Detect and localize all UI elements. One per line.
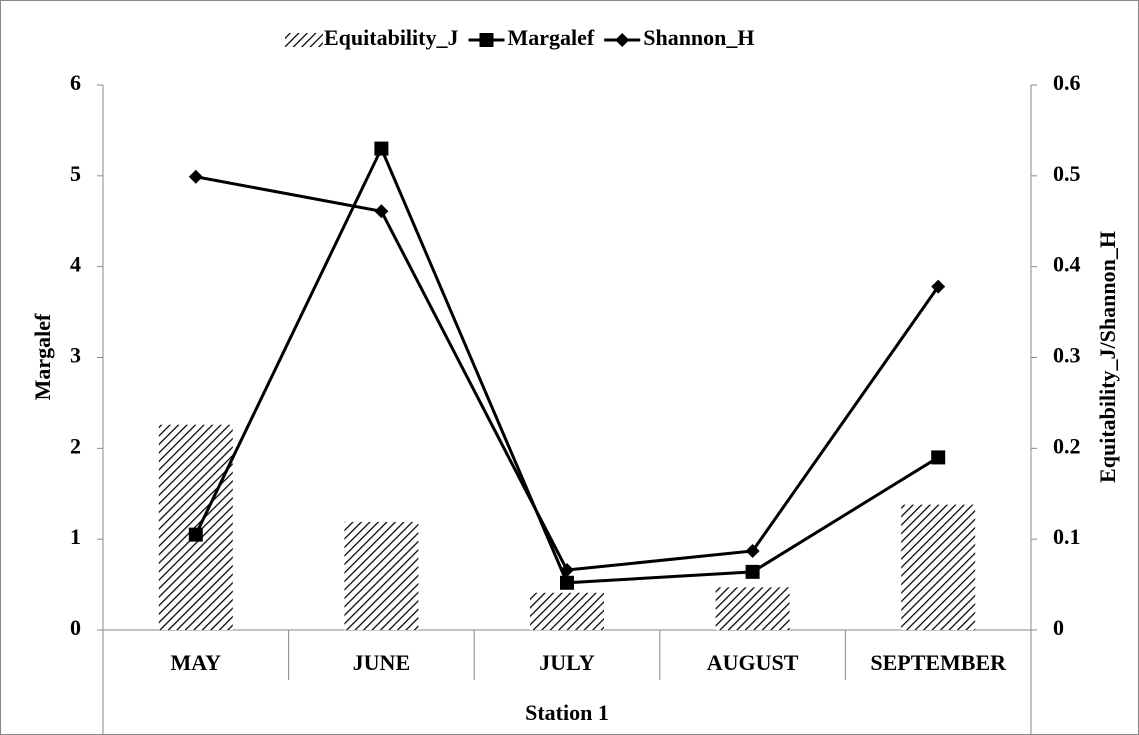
x-tick-label: JULY <box>539 650 595 675</box>
marker <box>374 141 389 156</box>
bar <box>158 424 233 630</box>
y-tick-label: 6 <box>70 70 81 95</box>
y2-tick-label: 0 <box>1053 615 1064 640</box>
y-axis-title: Margalef <box>30 313 55 400</box>
marker <box>931 279 946 294</box>
x-tick-label: JUNE <box>353 650 410 675</box>
marker <box>560 575 574 590</box>
legend-label: Shannon_H <box>643 25 754 50</box>
x-axis-title: Station 1 <box>525 700 609 725</box>
bar <box>530 592 604 630</box>
marker <box>745 564 760 579</box>
y2-tick-label: 0.2 <box>1053 433 1081 458</box>
y-tick-label: 3 <box>70 343 81 368</box>
x-tick-label: MAY <box>171 650 222 675</box>
x-tick-label: SEPTEMBER <box>870 650 1007 675</box>
legend-marker <box>479 33 494 47</box>
legend-marker <box>615 33 630 47</box>
y2-tick-label: 0.4 <box>1053 252 1081 277</box>
y2-tick-label: 0.3 <box>1053 343 1081 368</box>
legend-label: Equitability_J <box>324 25 458 50</box>
y2-tick-label: 0.1 <box>1053 524 1081 549</box>
marker <box>188 527 203 542</box>
x-tick-label: AUGUST <box>707 650 799 675</box>
legend-label: Margalef <box>507 25 594 50</box>
marker <box>374 204 389 219</box>
legend-swatch <box>285 33 323 47</box>
y-tick-label: 4 <box>70 252 81 277</box>
y2-tick-label: 0.5 <box>1053 161 1081 186</box>
marker <box>931 450 946 465</box>
bar <box>901 504 976 630</box>
marker <box>745 543 760 558</box>
marker <box>188 169 203 184</box>
y-tick-label: 0 <box>70 615 81 640</box>
y2-axis-title: Equitability_J/Shannon_H <box>1095 231 1120 483</box>
y-tick-label: 5 <box>70 161 81 186</box>
y-tick-label: 1 <box>70 524 81 549</box>
y-tick-label: 2 <box>70 433 81 458</box>
y2-tick-label: 0.6 <box>1053 70 1081 95</box>
bar <box>344 521 419 630</box>
bar <box>715 587 790 630</box>
marker <box>560 563 574 578</box>
